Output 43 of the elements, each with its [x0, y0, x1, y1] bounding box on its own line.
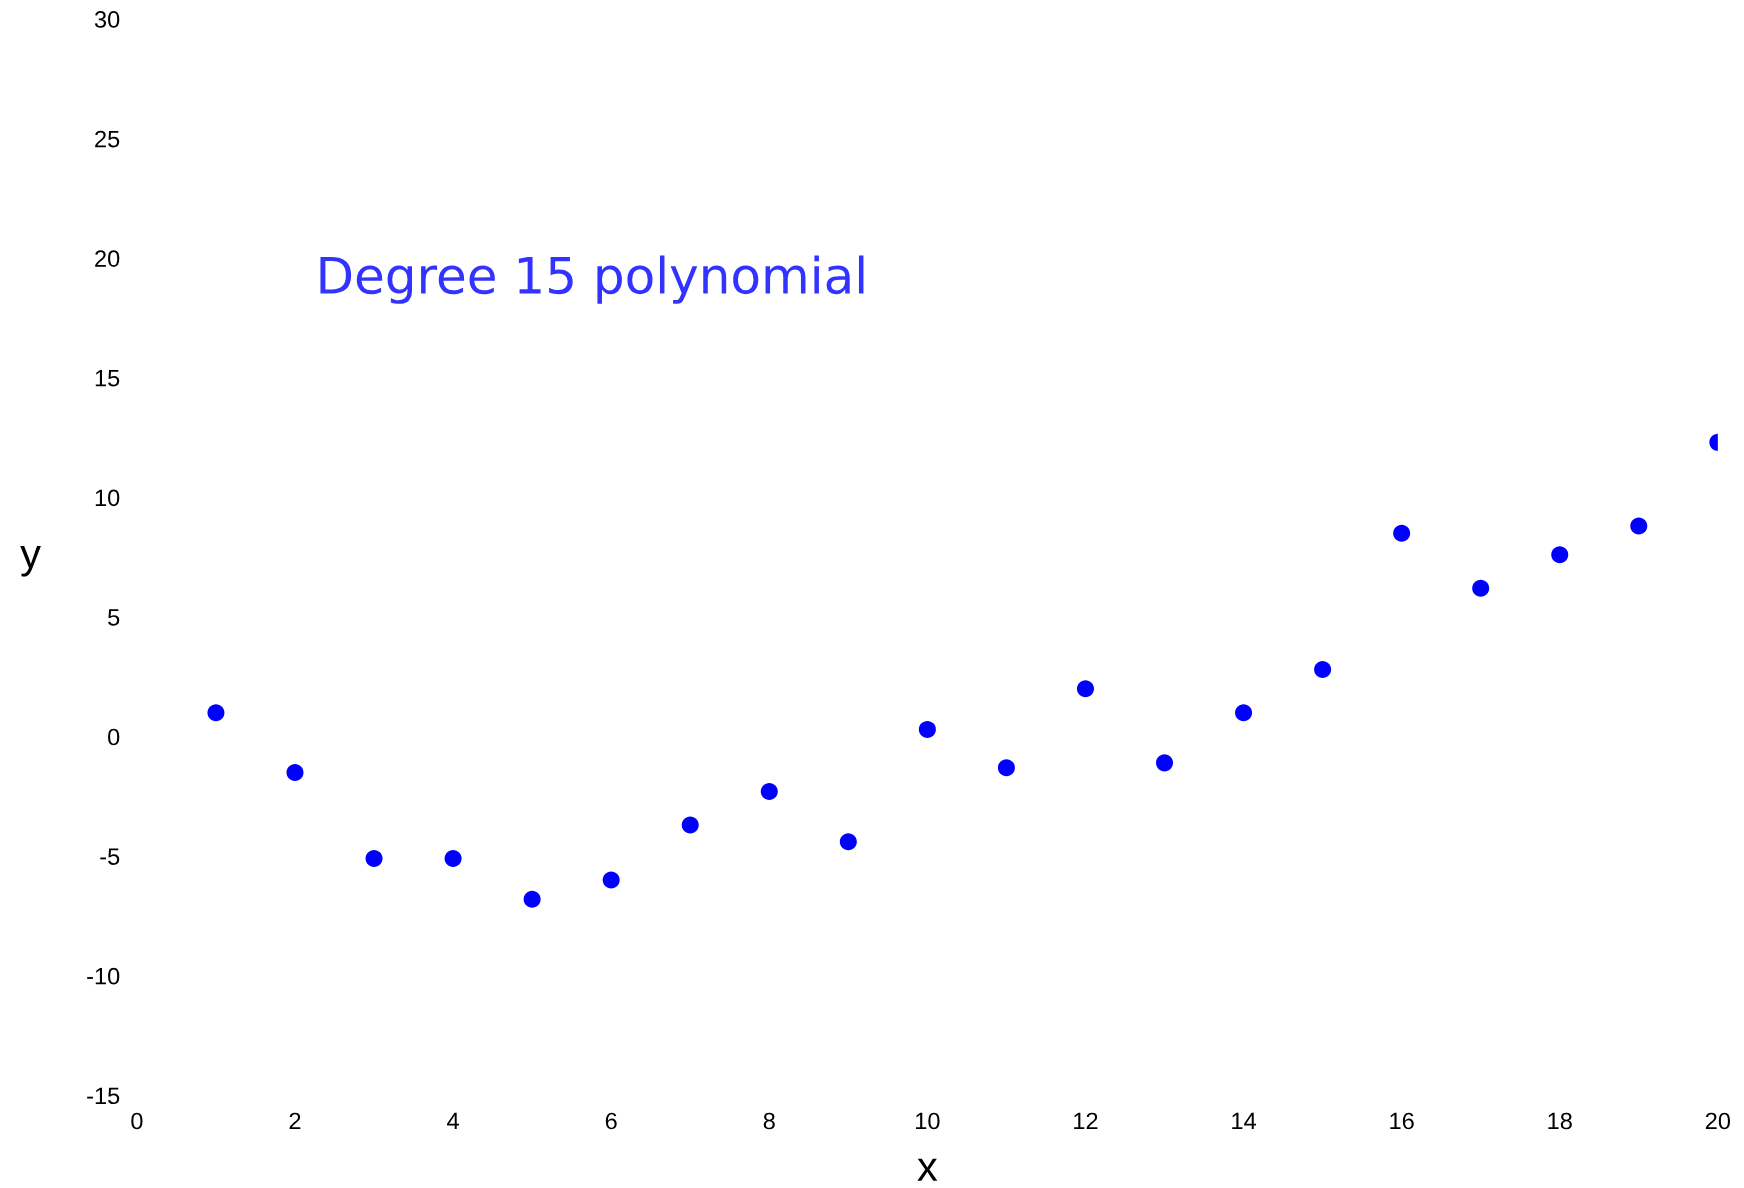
- point: [1393, 524, 1411, 542]
- y-tick-label: 25: [95, 130, 120, 148]
- point: [1156, 754, 1174, 772]
- x-tick-label: 8: [763, 1112, 775, 1130]
- x-tick-label: 14: [1232, 1112, 1256, 1130]
- point: [444, 850, 462, 868]
- x-tick-label: 4: [447, 1112, 459, 1130]
- point: [839, 833, 857, 851]
- y-tick-label: 0: [108, 728, 120, 746]
- y-tick-label: 5: [108, 609, 120, 626]
- x-tick-label: 18: [1548, 1112, 1572, 1130]
- x-tick-label: 12: [1074, 1112, 1098, 1130]
- point: [1235, 704, 1253, 722]
- point: [1630, 517, 1648, 535]
- point: [997, 759, 1015, 777]
- point: [918, 720, 936, 738]
- y-axis-title: y: [20, 545, 41, 577]
- y-tick-label: -10: [87, 967, 120, 985]
- point: [207, 704, 225, 722]
- point: [1472, 579, 1490, 597]
- y-tick-label: 10: [95, 489, 120, 507]
- point: [681, 816, 699, 834]
- x-tick-label: 20: [1705, 1112, 1731, 1130]
- point: [1314, 661, 1332, 679]
- y-tick-label: -15: [87, 1087, 120, 1105]
- x-tick-label: 6: [605, 1112, 617, 1130]
- y-tick-label: 20: [95, 250, 120, 267]
- x-tick-label: 16: [1390, 1112, 1414, 1130]
- x-tick-label: 0: [131, 1112, 143, 1130]
- y-tick-label: 15: [95, 370, 120, 387]
- y-tick-label: 30: [94, 11, 120, 28]
- point: [1551, 546, 1569, 564]
- point: [760, 783, 778, 801]
- point: [523, 890, 541, 908]
- point: [365, 850, 383, 868]
- x-tick-label: 2: [289, 1112, 301, 1130]
- annotation: Degree 15 polynomial: [320, 255, 864, 304]
- point: [1076, 680, 1094, 698]
- y-tick-label: -5: [100, 848, 120, 865]
- x-tick-label: 10: [916, 1112, 940, 1130]
- x-axis-title: x: [917, 1158, 938, 1181]
- point: [602, 871, 620, 889]
- point: [286, 763, 304, 781]
